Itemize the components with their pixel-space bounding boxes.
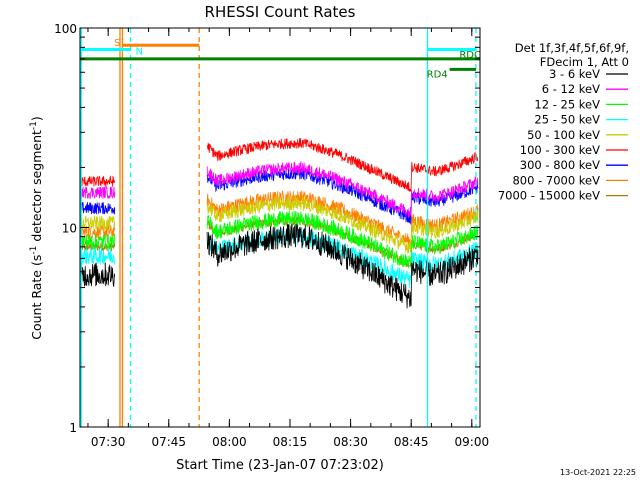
series-line-300-800-kev-segment-0 [79, 202, 116, 215]
y-tick-label-2: 100 [54, 22, 77, 36]
y-axis-label: Count Rate (s-1 detector segment-1) [29, 116, 44, 340]
series-line-800-7000-kev-segment-0 [79, 224, 116, 241]
series-line-25-50-kev-segment-0 [79, 245, 116, 266]
legend-label-2: 12 - 25 keV [534, 97, 600, 111]
y-axis-label-mid: detector segment [29, 130, 44, 246]
y-axis-label-sup1: -1 [29, 246, 39, 255]
series-line-50-100-kev-segment-0 [79, 214, 116, 231]
x-tick-label-5: 08:45 [394, 435, 429, 449]
x-tick-label-2: 08:00 [212, 435, 247, 449]
legend-label-8: 7000 - 15000 keV [498, 189, 600, 203]
series-line-100-300-kev-segment-1 [206, 138, 479, 192]
y-axis-label-end: ) [29, 116, 44, 121]
marker-label-n: N [136, 47, 143, 58]
x-axis-label: Start Time (23-Jan-07 07:23:02) [176, 458, 384, 473]
x-tick-label-0: 07:30 [91, 435, 126, 449]
x-tick-label-1: 07:45 [151, 435, 186, 449]
marker-label-rd4: RD4 [427, 69, 448, 80]
legend-label-4: 50 - 100 keV [527, 128, 600, 142]
y-tick-label-0: 1 [69, 421, 77, 435]
chart-title: RHESSI Count Rates [205, 3, 356, 21]
marker-label-rdc: RDC [459, 50, 481, 61]
legend-header-line-2: FDecim 1, Att 0 [540, 55, 629, 69]
marker-label-s: S [114, 38, 120, 49]
y-axis-label-sup2: -1 [29, 121, 39, 130]
legend-label-3: 25 - 50 keV [534, 113, 600, 127]
legend: Det 1f,3f,4f,5f,6f,9f, FDecim 1, Att 0 3… [498, 41, 629, 203]
series-line-12-25-kev-segment-1 [206, 210, 479, 269]
generation-timestamp: 13-Oct-2021 22:25 [560, 468, 636, 477]
series-line-3-6-kev-segment-1 [206, 223, 479, 309]
series-line-300-800-kev-segment-1 [206, 167, 479, 225]
series-layer [79, 138, 479, 309]
legend-label-6: 300 - 800 keV [520, 158, 600, 172]
series-line-3-6-kev-segment-0 [79, 262, 116, 287]
x-tick-label-4: 08:30 [333, 435, 368, 449]
legend-label-5: 100 - 300 keV [520, 143, 600, 157]
y-tick-label-1: 10 [62, 222, 77, 236]
series-line-6-12-kev-segment-1 [206, 160, 479, 219]
series-line-6-12-kev-segment-0 [79, 186, 116, 200]
series-line-100-300-kev-segment-0 [79, 175, 116, 188]
series-line-12-25-kev-segment-0 [79, 233, 116, 250]
legend-label-0: 3 - 6 keV [549, 67, 600, 81]
legend-label-7: 800 - 7000 keV [512, 173, 600, 187]
x-tick-label-6: 09:00 [455, 435, 490, 449]
axis-layer: 07:30 07:45 08:00 08:15 08:30 08:45 09:00 1 10 10… [54, 22, 489, 449]
y-axis-label-main: Count Rate (s [29, 255, 44, 340]
x-tick-label-3: 08:15 [273, 435, 308, 449]
series-line-50-100-kev-segment-1 [206, 196, 479, 254]
legend-label-1: 6 - 12 keV [542, 82, 600, 96]
legend-header-line-1: Det 1f,3f,4f,5f,6f,9f, [515, 41, 629, 55]
